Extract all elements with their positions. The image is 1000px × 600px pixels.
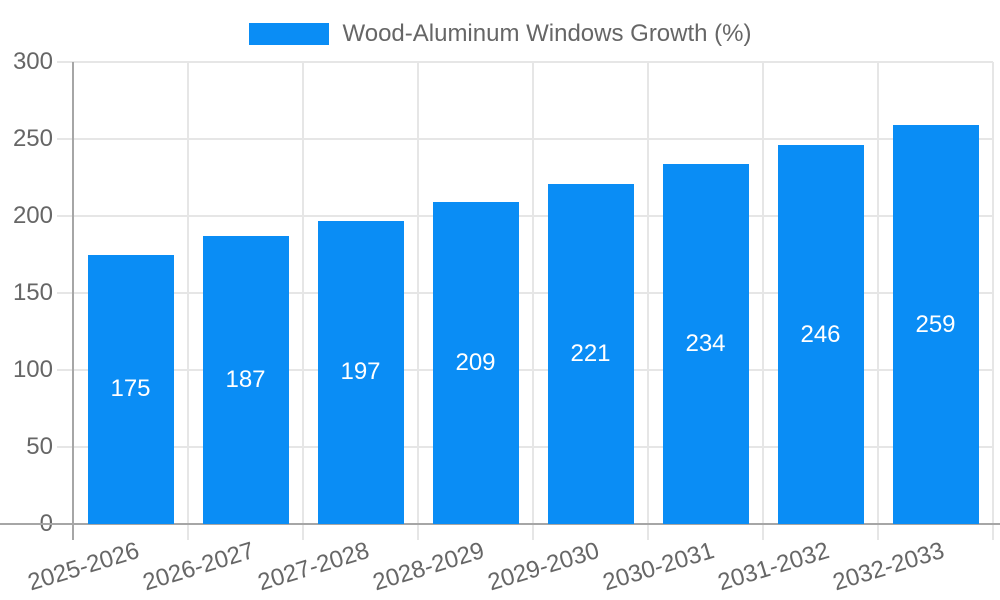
x-axis-line	[0, 523, 1000, 525]
gridline-vertical	[532, 62, 534, 524]
legend-label: Wood-Aluminum Windows Growth (%)	[342, 20, 752, 47]
bar-value-label: 259	[915, 310, 956, 338]
bar-2025-2026[interactable]	[87, 254, 174, 524]
x-tick-mark	[762, 524, 764, 540]
bar-2028-2029[interactable]	[432, 202, 519, 524]
gridline-vertical	[992, 62, 994, 524]
x-tick-label: 2030-2031	[599, 537, 718, 597]
y-tick-mark	[57, 138, 73, 140]
gridline-vertical	[647, 62, 649, 524]
bar-value-label: 187	[225, 366, 266, 393]
x-tick-mark	[647, 524, 649, 540]
x-tick-label: 2028-2029	[369, 537, 488, 597]
x-tick-mark	[532, 524, 534, 540]
bar-2032-2033[interactable]	[892, 125, 979, 524]
gridline-vertical	[187, 62, 189, 524]
y-tick-label: 150	[12, 279, 53, 306]
bar-value-label: 221	[570, 339, 611, 367]
gridline-vertical	[762, 62, 764, 524]
y-tick-mark	[57, 369, 73, 371]
bar-2029-2030[interactable]	[547, 183, 634, 524]
gridline-vertical	[877, 62, 879, 524]
bar-2031-2032[interactable]	[777, 145, 864, 524]
legend-swatch	[248, 23, 329, 45]
bar-2027-2028[interactable]	[317, 220, 404, 524]
gridline-vertical	[302, 62, 304, 524]
gridline-vertical	[417, 62, 419, 524]
x-tick-mark	[302, 524, 304, 540]
bar-value-label: 209	[455, 349, 496, 377]
bar-2026-2027[interactable]	[202, 236, 289, 524]
x-tick-label: 2026-2027	[139, 537, 258, 597]
y-tick-label: 300	[12, 48, 53, 75]
bar-value-label: 246	[800, 320, 841, 348]
x-tick-label: 2029-2030	[484, 537, 603, 597]
x-tick-mark	[877, 524, 879, 540]
y-tick-mark	[57, 215, 73, 217]
bar-2030-2031[interactable]	[662, 163, 749, 524]
x-tick-mark	[992, 524, 994, 540]
x-tick-label: 2032-2033	[829, 537, 948, 597]
y-tick-label: 50	[26, 433, 53, 460]
x-tick-mark	[72, 524, 74, 540]
bar-value-label: 197	[340, 358, 381, 386]
bar-value-label: 175	[110, 375, 151, 403]
x-tick-mark	[417, 524, 419, 540]
legend[interactable]: Wood-Aluminum Windows Growth (%)	[0, 21, 1000, 47]
x-tick-label: 2025-2026	[24, 537, 143, 597]
y-tick-label: 200	[12, 202, 53, 229]
bar-value-label: 234	[685, 329, 726, 357]
x-tick-mark	[187, 524, 189, 540]
y-tick-mark	[57, 446, 73, 448]
y-tick-mark	[57, 61, 73, 63]
y-tick-mark	[57, 292, 73, 294]
y-tick-label: 250	[12, 125, 53, 152]
y-tick-label: 100	[12, 356, 53, 383]
y-axis-line	[72, 62, 74, 524]
x-tick-label: 2031-2032	[714, 537, 833, 597]
x-tick-label: 2027-2028	[254, 537, 373, 597]
